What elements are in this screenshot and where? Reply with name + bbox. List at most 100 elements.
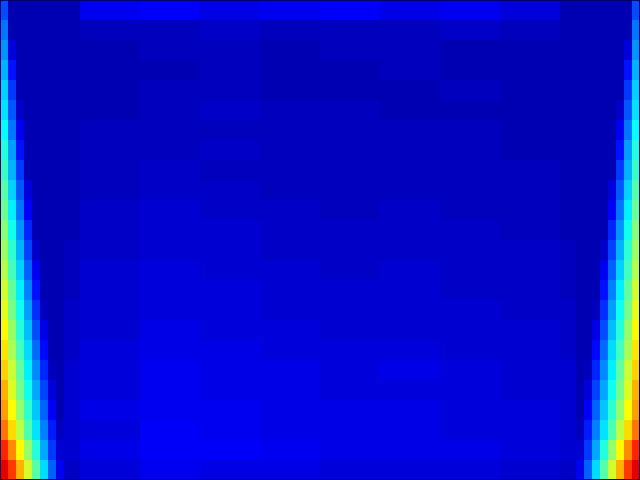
heat-cell <box>592 280 601 301</box>
heat-cell <box>440 240 501 261</box>
heat-cell <box>40 80 49 101</box>
heat-cell <box>576 220 585 241</box>
heat-cell <box>48 220 57 241</box>
heat-cell <box>608 400 617 421</box>
heat-cell <box>592 300 601 321</box>
heat-cell <box>32 460 41 480</box>
heat-cell <box>200 380 261 401</box>
heat-cell <box>56 460 65 480</box>
heat-cell <box>320 360 381 381</box>
heat-cell <box>24 380 33 401</box>
heat-cell <box>616 60 625 81</box>
heat-cell <box>260 380 321 401</box>
heat-cell <box>576 120 585 141</box>
heat-cell <box>380 160 441 181</box>
heat-cell <box>80 100 141 121</box>
heat-cell <box>16 380 25 401</box>
heat-cell <box>0 140 9 161</box>
heat-cell <box>64 400 81 421</box>
heat-cell <box>140 220 201 241</box>
heat-cell <box>0 300 9 321</box>
heat-cell <box>632 180 640 201</box>
heat-cell <box>600 380 609 401</box>
heat-cell <box>80 40 141 61</box>
heat-cell <box>140 360 201 381</box>
heat-cell <box>440 320 501 341</box>
heat-cell <box>608 360 617 381</box>
heat-cell <box>320 320 381 341</box>
heat-cell <box>608 160 617 181</box>
heat-cell <box>32 380 41 401</box>
heat-cell <box>56 160 65 181</box>
heat-cell <box>576 200 585 221</box>
heat-cell <box>584 260 593 281</box>
heat-cell <box>592 80 601 101</box>
heat-cell <box>560 100 577 121</box>
heat-cell <box>576 80 585 101</box>
heat-cell <box>624 180 633 201</box>
heat-cell <box>8 200 17 221</box>
heat-cell <box>560 80 577 101</box>
heatmap <box>0 0 640 480</box>
heat-cell <box>64 440 81 461</box>
heat-cell <box>40 140 49 161</box>
heat-cell <box>632 340 640 361</box>
heat-cell <box>0 20 9 41</box>
heat-cell <box>260 340 321 361</box>
heat-cell <box>320 380 381 401</box>
heat-cell <box>632 260 640 281</box>
heat-cell <box>48 280 57 301</box>
heat-cell <box>80 180 141 201</box>
chart-root <box>0 0 640 480</box>
heat-cell <box>616 140 625 161</box>
heat-cell <box>600 400 609 421</box>
heat-cell <box>380 320 441 341</box>
heat-cell <box>632 400 640 421</box>
heat-cell <box>584 440 593 461</box>
heat-cell <box>600 320 609 341</box>
heat-cell <box>576 280 585 301</box>
heat-cell <box>608 200 617 221</box>
heat-cell <box>80 340 141 361</box>
heat-cell <box>48 240 57 261</box>
heat-cell <box>16 40 25 61</box>
heat-cell <box>56 40 65 61</box>
heat-cell <box>624 460 633 480</box>
heat-cell <box>32 200 41 221</box>
heat-cell <box>260 260 321 281</box>
heat-cell <box>600 240 609 261</box>
heat-cell <box>260 100 321 121</box>
heat-cell <box>16 140 25 161</box>
heat-cell <box>584 400 593 421</box>
heat-cell <box>260 120 321 141</box>
heat-cell <box>140 40 201 61</box>
heat-cell <box>440 300 501 321</box>
heat-cell <box>80 400 141 421</box>
heat-cell <box>560 340 577 361</box>
heat-cell <box>24 240 33 261</box>
heat-cell <box>16 160 25 181</box>
heat-cell <box>440 340 501 361</box>
heat-cell <box>48 420 57 441</box>
heat-cell <box>560 460 577 480</box>
heat-cell <box>80 140 141 161</box>
heat-cell <box>624 20 633 41</box>
heat-cell <box>32 440 41 461</box>
heat-cell <box>48 20 57 41</box>
heat-cell <box>632 80 640 101</box>
heat-cell <box>0 260 9 281</box>
heat-cell <box>600 80 609 101</box>
heat-cell <box>632 100 640 121</box>
heat-cell <box>56 380 65 401</box>
heat-cell <box>584 340 593 361</box>
heat-cell <box>624 100 633 121</box>
heat-cell <box>632 440 640 461</box>
heat-cell <box>260 140 321 161</box>
heat-cell <box>576 320 585 341</box>
heat-cell <box>80 260 141 281</box>
heat-cell <box>32 220 41 241</box>
heat-cell <box>624 160 633 181</box>
heat-cell <box>380 460 441 480</box>
heat-cell <box>584 180 593 201</box>
heat-cell <box>48 120 57 141</box>
